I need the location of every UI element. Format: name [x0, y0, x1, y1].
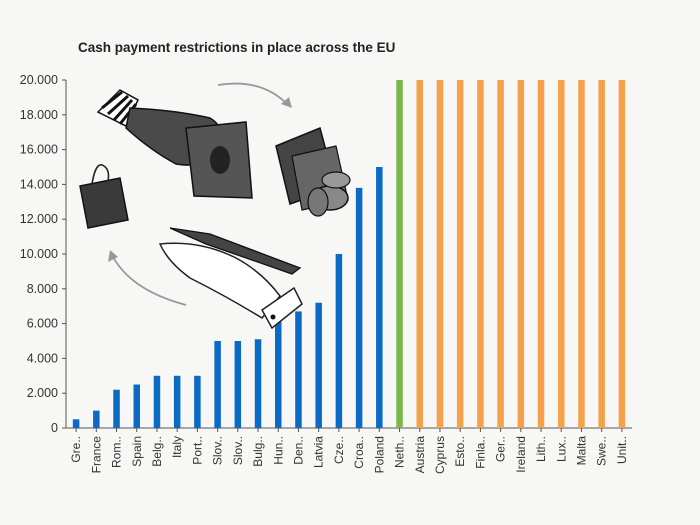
x-tick-label: Belg.. [150, 436, 164, 467]
bar [133, 384, 140, 428]
y-tick-label: 16.000 [20, 143, 58, 157]
x-tick-label: Slov.. [231, 436, 245, 465]
y-tick-label: 10.000 [20, 247, 58, 261]
x-tick-label: Lith.. [534, 436, 548, 462]
x-tick-label: Cyprus [433, 436, 447, 474]
x-tick-label: Austria [413, 436, 427, 474]
x-tick-label: Ireland [514, 436, 528, 473]
bar [558, 80, 565, 428]
x-tick-label: Port.. [190, 436, 204, 465]
y-tick-label: 8.000 [27, 282, 58, 296]
bar [93, 410, 100, 428]
y-tick-label: 18.000 [20, 108, 58, 122]
bar [275, 314, 282, 428]
bar [618, 80, 626, 428]
bar [173, 375, 181, 428]
bars [72, 80, 626, 428]
x-tick-label: Malta [574, 436, 588, 466]
x-tick-label: Bulg.. [251, 436, 265, 467]
x-tick-label: Neth.. [393, 436, 407, 468]
y-tick-label: 12.000 [20, 212, 58, 226]
bar [214, 341, 221, 428]
bar [295, 311, 302, 428]
x-tick-label: Croa.. [352, 436, 366, 469]
bar [254, 339, 262, 428]
bar [436, 80, 444, 428]
x-tick-label: France [89, 436, 103, 474]
bar [396, 80, 403, 428]
x-tick-label: Ger.. [494, 436, 508, 462]
bar [113, 389, 120, 428]
chart-title: Cash payment restrictions in place acros… [78, 40, 395, 55]
cycle-arrow-icon [217, 82, 289, 106]
bar [315, 302, 322, 428]
bar [153, 375, 161, 428]
x-tick-label: Unit.. [615, 436, 629, 464]
cycle-arrow-icon [111, 254, 187, 306]
bar [497, 80, 504, 428]
x-tick-label: Italy [170, 436, 184, 458]
x-ticks: Gre.. France Rom.. Spain Belg.. Italy Port.. Sl… [69, 428, 629, 474]
bar [72, 419, 80, 428]
x-tick-label: Esto.. [453, 436, 467, 467]
y-tick-label: 14.000 [20, 177, 58, 191]
x-tick-label: Den.. [291, 436, 305, 465]
bar [376, 167, 383, 428]
x-tick-label: Slov.. [211, 436, 225, 465]
x-tick-label: Spain [130, 436, 144, 467]
bar [598, 80, 605, 428]
bar [537, 80, 545, 428]
x-tick-label: Lux.. [554, 436, 568, 462]
y-tick-label: 4.000 [27, 351, 58, 365]
bar [456, 80, 464, 428]
bar [234, 341, 242, 428]
x-tick-label: Gre.. [69, 436, 83, 463]
x-tick-label: Latvia [312, 436, 326, 468]
y-tick-label: 0 [51, 421, 58, 435]
bar [355, 187, 363, 428]
cash-illustration [79, 82, 351, 330]
y-tick-label: 6.000 [27, 317, 58, 331]
y-tick-label: 20.000 [20, 73, 58, 87]
x-tick-label: Swe.. [595, 436, 609, 466]
bar [477, 80, 484, 428]
bar [335, 254, 343, 428]
shopping-bag-icon [79, 164, 129, 229]
x-tick-label: Cze.. [332, 436, 346, 464]
cycle-arrow-head-icon [281, 97, 292, 108]
hand-receiving-banknote-icon [158, 227, 303, 330]
cycle-arrow-head-icon [108, 250, 118, 262]
y-tick-label: 2.000 [27, 386, 58, 400]
x-tick-label: Hun.. [271, 436, 285, 465]
bar [194, 375, 201, 428]
y-ticks: 0 2.000 4.000 6.000 8.000 10.000 12.000 14.000 1… [20, 73, 66, 435]
x-tick-label: Poland [372, 436, 386, 473]
hand-giving-banknote-icon [96, 89, 253, 199]
bar [416, 80, 423, 428]
x-tick-label: Rom.. [110, 436, 124, 468]
bar [578, 80, 585, 428]
bar [517, 80, 525, 428]
x-tick-label: Finla.. [473, 436, 487, 469]
cash-and-coins-icon [275, 126, 351, 217]
